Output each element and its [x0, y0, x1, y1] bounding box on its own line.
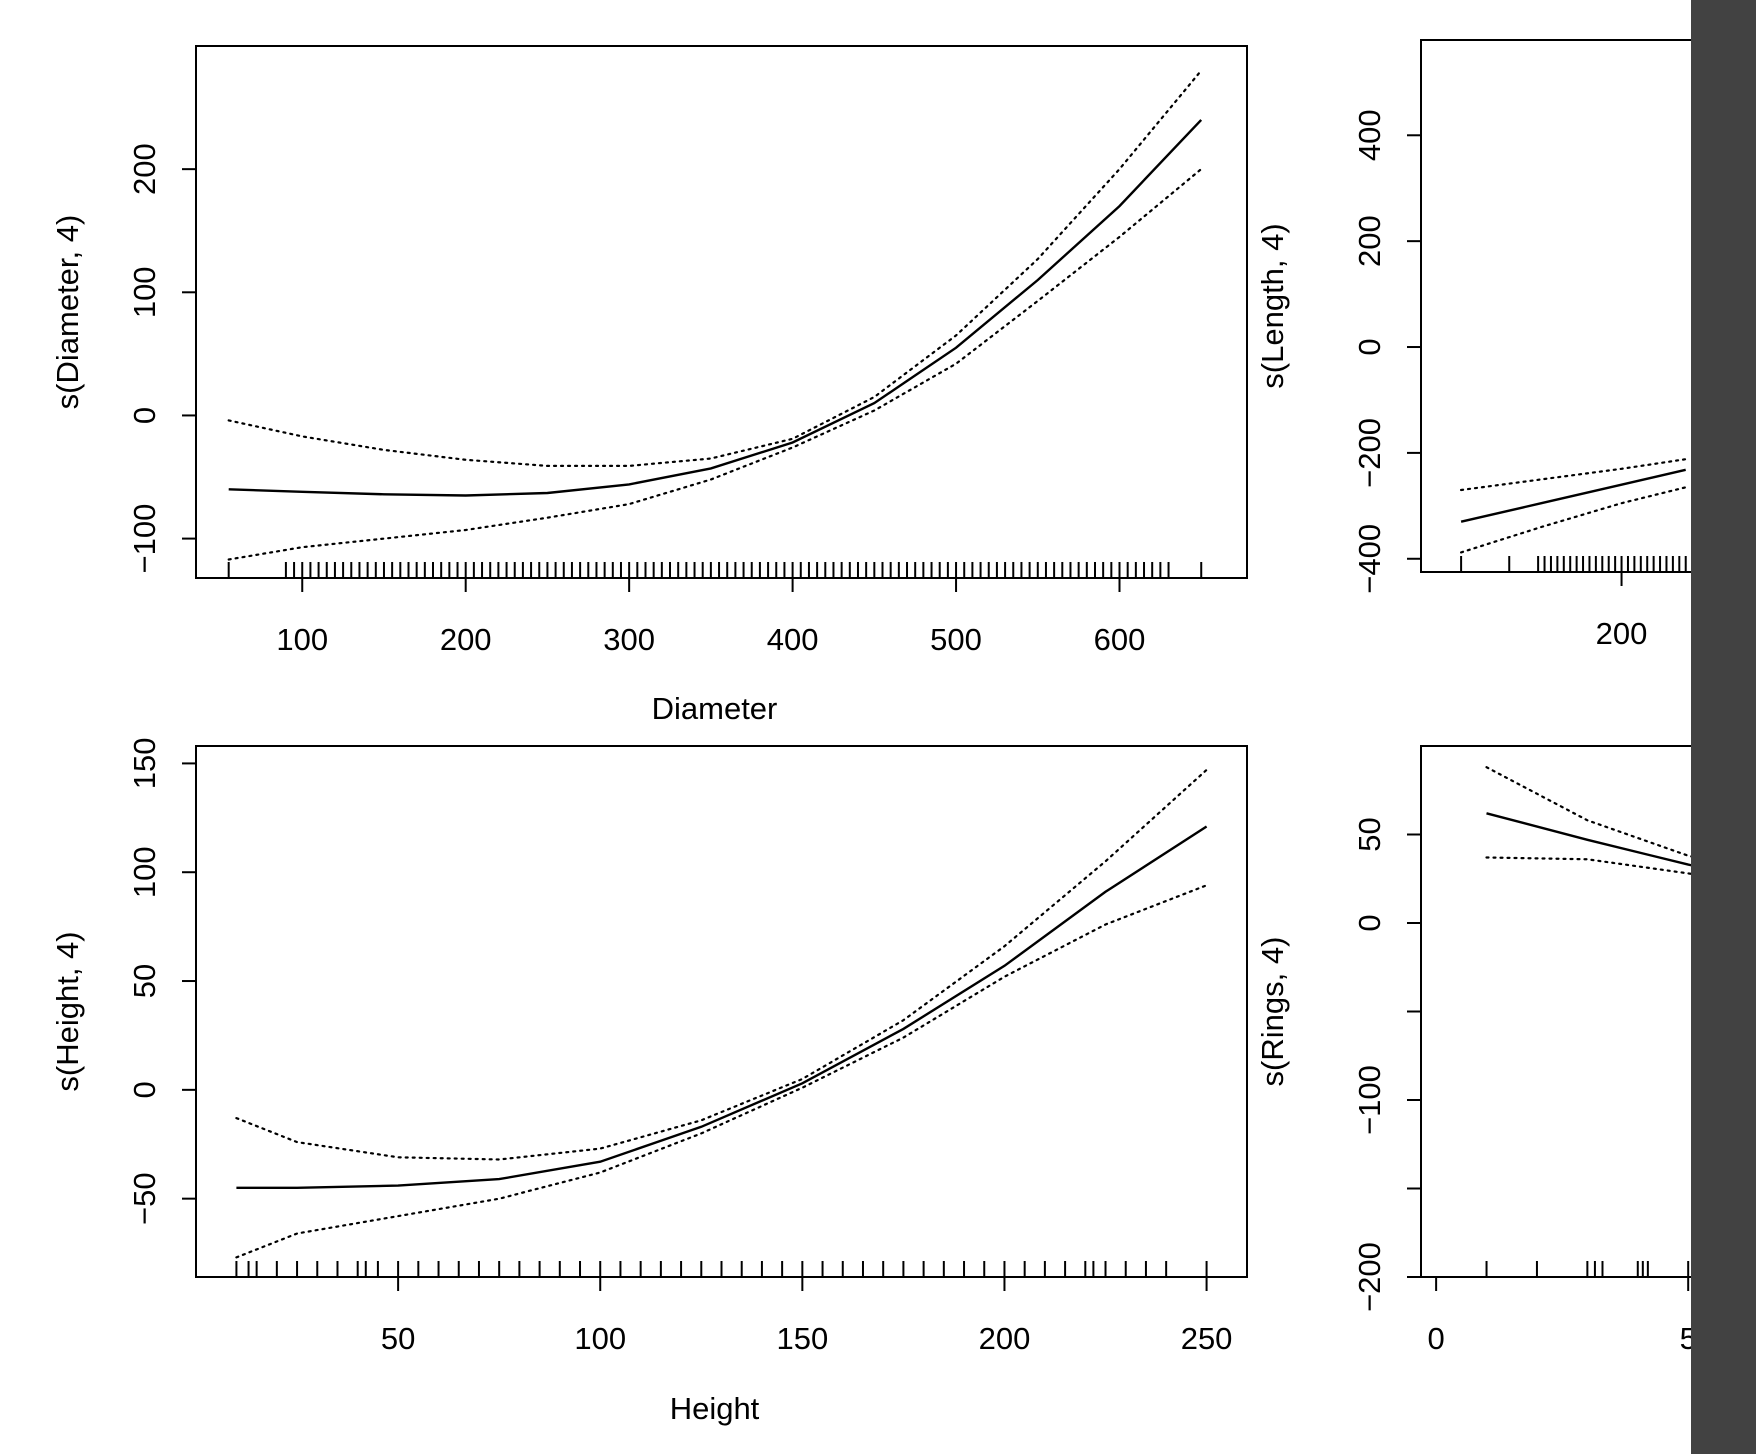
y-tick-label: 0 — [127, 407, 162, 424]
x-axis-title: Diameter — [652, 691, 778, 726]
y-axis-title: s(Diameter, 4) — [50, 215, 85, 410]
series-fit-line — [228, 119, 1203, 497]
y-tick-label: 50 — [1352, 817, 1387, 851]
series-upper-line — [227, 69, 1203, 467]
x-axis-title: Height — [670, 1391, 760, 1426]
x-tick-label: 100 — [574, 1321, 626, 1356]
x-tick-label: 600 — [1094, 622, 1146, 657]
y-tick-label: −50 — [127, 1172, 162, 1225]
y-tick-label: 200 — [1352, 215, 1387, 267]
x-tick-label: 0 — [1427, 1321, 1444, 1356]
plot-frame — [195, 745, 1248, 1278]
x-tick-label: 250 — [1181, 1321, 1233, 1356]
y-tick-label: 50 — [127, 964, 162, 998]
series-lower-line — [235, 884, 1208, 1259]
y-tick-label: −200 — [1352, 418, 1387, 488]
y-tick-label: −400 — [1352, 524, 1387, 594]
scrollbar-track[interactable] — [1691, 0, 1756, 1454]
series-lower-line — [227, 168, 1203, 561]
y-axis-title: s(Length, 4) — [1255, 223, 1290, 388]
series-upper-line — [1460, 458, 1687, 492]
y-tick-label: 400 — [1352, 109, 1387, 161]
x-tick-label: 200 — [979, 1321, 1031, 1356]
y-tick-label: 0 — [1352, 338, 1387, 355]
y-tick-label: 0 — [1352, 914, 1387, 931]
x-tick-label: 300 — [603, 622, 655, 657]
panel-top-left: 100 200 300 400 500 600 −100 0 100 200 s(Diameter,… — [50, 45, 1248, 726]
plot-frame — [195, 45, 1248, 579]
series-upper-line — [1485, 766, 1691, 858]
x-tick-label: 200 — [440, 622, 492, 657]
y-tick-label: 100 — [127, 266, 162, 318]
x-tick-label: 200 — [1596, 616, 1648, 651]
y-tick-label: 150 — [127, 738, 162, 790]
y-tick-label: 0 — [127, 1081, 162, 1098]
y-tick-label: 100 — [127, 846, 162, 898]
y-tick-label: −100 — [1352, 1065, 1387, 1135]
series-fit-line — [1486, 812, 1691, 867]
x-tick-label: 50 — [381, 1321, 415, 1356]
series-fit-line — [236, 825, 1208, 1189]
plot-frame — [1420, 39, 1691, 573]
y-tick-label: −200 — [1352, 1242, 1387, 1312]
y-tick-label: 200 — [127, 143, 162, 195]
x-tick-label: 150 — [776, 1321, 828, 1356]
y-tick-label: −100 — [127, 504, 162, 574]
panel-bottom-left: 50 100 150 200 250 −50 0 50 100 150 s(Height, 4) He… — [50, 738, 1248, 1426]
series-fit-line — [1460, 468, 1686, 523]
panel-top-right: 200 −400 −200 0 200 400 s(Length, 4) — [1255, 39, 1691, 651]
x-tick-label: 500 — [930, 622, 982, 657]
x-tick-label: 100 — [276, 622, 328, 657]
series-upper-line — [235, 768, 1208, 1161]
x-tick-label: 400 — [767, 622, 819, 657]
series-lower-line — [1460, 486, 1687, 554]
y-axis-title: s(Height, 4) — [50, 931, 85, 1091]
series-lower-line — [1485, 856, 1691, 875]
y-axis-title: s(Rings, 4) — [1255, 937, 1290, 1087]
